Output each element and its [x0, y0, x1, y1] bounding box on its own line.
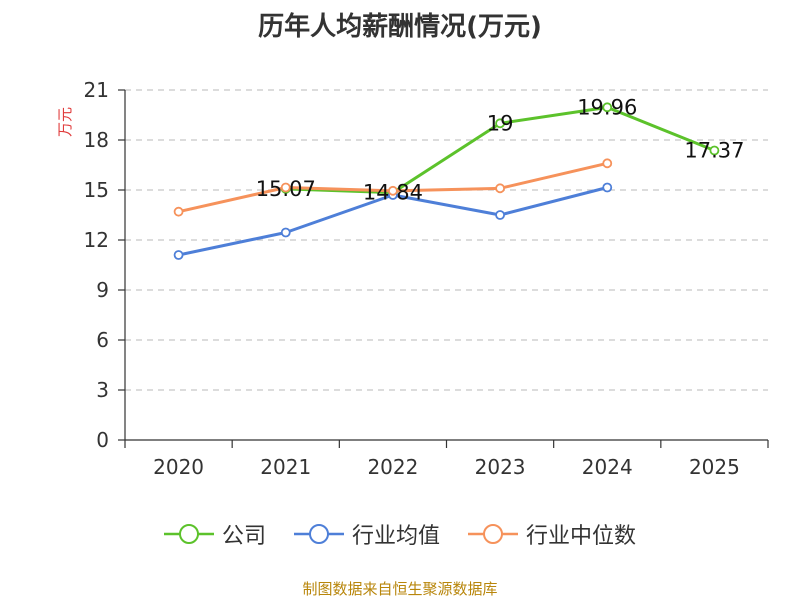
y-tick-label: 0 [96, 428, 109, 452]
x-tick-label: 2021 [260, 455, 311, 479]
data-point-2 [388, 185, 398, 196]
data-point-2 [173, 206, 184, 217]
legend: 公司 行业均值 行业中位数 [0, 518, 800, 550]
x-tick-label: 2022 [367, 455, 418, 479]
legend-item-industry-mean[interactable]: 行业均值 [293, 518, 440, 550]
legend-item-industry-median[interactable]: 行业中位数 [468, 518, 636, 550]
chart-title: 历年人均薪酬情况(万元) [258, 12, 542, 42]
y-tick-label: 15 [84, 178, 109, 202]
legend-marker-industry-median [468, 524, 518, 544]
data-source-note: 制图数据来自恒生聚源数据库 [302, 580, 498, 598]
legend-item-company[interactable]: 公司 [163, 518, 266, 550]
data-point-1 [280, 227, 291, 238]
legend-marker-company [163, 524, 214, 544]
y-tick-label: 21 [84, 78, 109, 102]
y-tick-label: 3 [96, 378, 109, 402]
data-label: 17.37 [684, 139, 744, 163]
data-point-0 [495, 118, 505, 129]
legend-label-company: 公司 [221, 524, 266, 549]
data-point-0 [709, 145, 720, 156]
legend-label-industry-median: 行业中位数 [526, 524, 637, 549]
x-tick-label: 2024 [582, 455, 633, 479]
data-point-2 [280, 182, 291, 193]
legend-marker-industry-mean [293, 524, 344, 544]
data-point-1 [173, 250, 184, 260]
x-tick-label: 2020 [153, 455, 204, 479]
legend-label-industry-mean: 行业均值 [351, 524, 440, 549]
y-axis-label: 万元 [56, 107, 74, 137]
y-tick-label: 12 [84, 228, 109, 252]
y-tick-label: 18 [84, 128, 109, 152]
data-label: 19 [487, 111, 514, 135]
data-point-0 [602, 102, 613, 113]
data-point-2 [602, 158, 613, 169]
data-point-1 [495, 210, 505, 220]
data-point-1 [602, 182, 613, 193]
x-tick-label: 2023 [475, 455, 526, 479]
data-point-2 [495, 183, 505, 194]
y-tick-label: 9 [96, 278, 109, 302]
x-tick-label: 2025 [689, 455, 740, 479]
data-label: 19.96 [577, 95, 637, 119]
y-tick-label: 6 [96, 328, 109, 352]
